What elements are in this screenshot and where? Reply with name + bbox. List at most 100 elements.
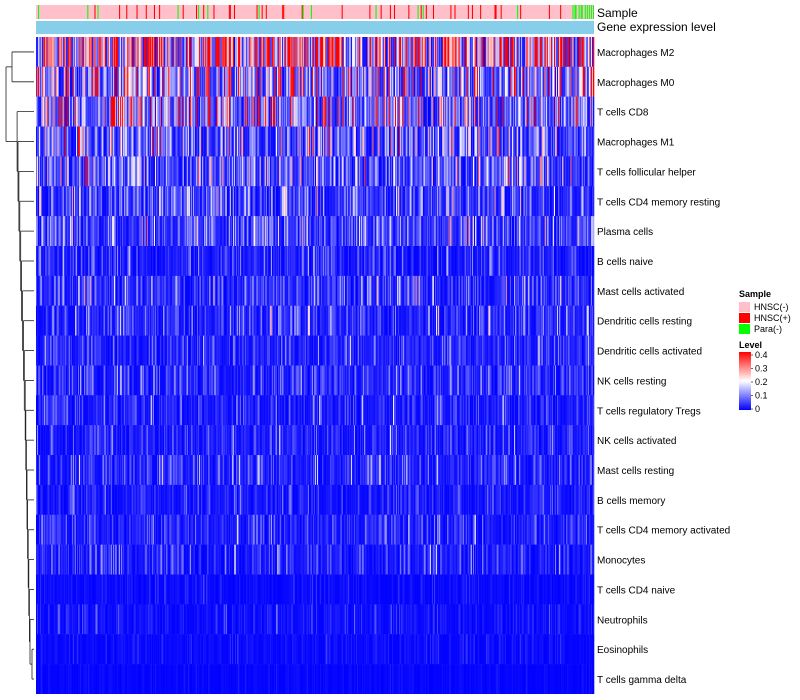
heatmap-cell bbox=[393, 275, 396, 306]
heatmap-cell bbox=[336, 96, 338, 127]
heatmap-cell bbox=[373, 37, 375, 67]
heatmap-cell bbox=[215, 216, 217, 247]
heatmap-cell bbox=[477, 156, 479, 187]
heatmap-cell bbox=[140, 126, 142, 157]
heatmap-cell bbox=[96, 66, 98, 97]
heatmap-cell bbox=[138, 96, 140, 127]
heatmap-cell bbox=[548, 66, 551, 97]
heatmap-cell bbox=[438, 37, 440, 67]
heatmap-cell bbox=[230, 216, 233, 247]
heatmap-cell bbox=[464, 66, 467, 97]
heatmap-cell bbox=[142, 246, 145, 276]
heatmap-cell bbox=[95, 66, 97, 97]
heatmap-cell bbox=[300, 66, 302, 97]
heatmap-cell bbox=[493, 275, 495, 306]
heatmap-cell bbox=[276, 126, 278, 157]
heatmap-cell bbox=[424, 186, 427, 217]
heatmap-cell bbox=[577, 66, 579, 97]
heatmap-cell bbox=[197, 156, 199, 187]
heatmap-cell bbox=[551, 37, 554, 67]
heatmap-cell bbox=[552, 246, 555, 276]
heatmap-cell bbox=[142, 96, 145, 127]
heatmap-cell bbox=[435, 126, 437, 157]
heatmap-cell bbox=[466, 66, 469, 97]
heatmap-cell bbox=[406, 186, 408, 217]
heatmap-cell bbox=[329, 156, 331, 187]
heatmap-cell bbox=[421, 66, 424, 97]
heatmap-cell bbox=[147, 216, 150, 247]
heatmap-cell bbox=[213, 66, 215, 97]
heatmap-cell bbox=[504, 246, 507, 276]
heatmap-cell bbox=[352, 246, 355, 276]
heatmap-cell bbox=[592, 156, 595, 187]
heatmap-cell bbox=[217, 156, 219, 187]
heatmap-cell bbox=[84, 66, 86, 97]
heatmap-cell bbox=[543, 66, 546, 97]
heatmap-cell bbox=[548, 216, 551, 247]
heatmap-cell bbox=[91, 126, 93, 157]
heatmap-cell bbox=[170, 66, 172, 97]
heatmap-cell bbox=[455, 186, 457, 217]
heatmap-cell bbox=[449, 216, 451, 247]
heatmap-cell bbox=[142, 156, 145, 187]
heatmap-cell bbox=[578, 126, 580, 157]
heatmap-cell bbox=[378, 216, 380, 247]
heatmap-cell bbox=[281, 66, 283, 97]
heatmap-cell bbox=[463, 96, 466, 127]
heatmap-cell bbox=[462, 37, 465, 67]
heatmap-cell bbox=[545, 66, 548, 97]
heatmap-cell bbox=[565, 96, 567, 127]
heatmap-cell bbox=[203, 186, 205, 217]
heatmap-cell bbox=[508, 66, 511, 97]
heatmap-cell bbox=[577, 37, 579, 67]
heatmap-cell bbox=[512, 96, 515, 127]
heatmap-cell bbox=[511, 246, 514, 276]
heatmap-cell bbox=[38, 66, 40, 97]
heatmap-cell bbox=[528, 66, 530, 97]
heatmap-cell bbox=[512, 156, 515, 187]
heatmap-cell bbox=[294, 246, 296, 276]
heatmap-cell bbox=[337, 66, 339, 97]
heatmap-cell bbox=[258, 96, 260, 127]
heatmap-cell bbox=[78, 246, 80, 276]
heatmap-cell bbox=[330, 96, 332, 127]
heatmap-cell bbox=[246, 66, 248, 97]
heatmap-cell bbox=[495, 246, 497, 276]
heatmap-cell bbox=[495, 66, 497, 97]
heatmap-cell bbox=[209, 246, 211, 276]
heatmap-cell bbox=[40, 96, 42, 127]
heatmap-cell bbox=[141, 96, 143, 127]
heatmap-cell bbox=[366, 37, 368, 67]
heatmap-cell bbox=[207, 66, 209, 97]
heatmap-cell bbox=[535, 96, 537, 127]
heatmap-cell bbox=[199, 66, 201, 97]
heatmap-cell bbox=[335, 275, 337, 306]
annotation-cell bbox=[136, 5, 138, 19]
heatmap-cell bbox=[310, 126, 313, 157]
heatmap-cell bbox=[340, 246, 342, 276]
heatmap-cell bbox=[496, 186, 498, 217]
heatmap-cell bbox=[527, 96, 529, 127]
heatmap-cell bbox=[173, 186, 175, 217]
heatmap-cell bbox=[223, 66, 226, 97]
heatmap-cell bbox=[346, 156, 349, 187]
heatmap-cell bbox=[285, 126, 287, 157]
heatmap-cell bbox=[129, 246, 131, 276]
heatmap-cell bbox=[531, 96, 533, 127]
heatmap-cell bbox=[419, 275, 421, 306]
heatmap-cell bbox=[471, 126, 474, 157]
heatmap-cell bbox=[289, 96, 291, 127]
heatmap-cell bbox=[200, 246, 202, 276]
heatmap-cell bbox=[51, 186, 53, 217]
heatmap-cell bbox=[304, 156, 307, 187]
heatmap-cell bbox=[102, 216, 104, 247]
heatmap-cell bbox=[97, 156, 99, 187]
heatmap-cell bbox=[406, 156, 408, 187]
heatmap-cell bbox=[202, 66, 204, 97]
heatmap-cell bbox=[586, 126, 589, 157]
heatmap-cell bbox=[565, 126, 567, 157]
heatmap-cell bbox=[56, 66, 58, 97]
heatmap-cell bbox=[573, 216, 575, 247]
heatmap-cell bbox=[398, 126, 400, 157]
heatmap-cell bbox=[206, 275, 208, 306]
